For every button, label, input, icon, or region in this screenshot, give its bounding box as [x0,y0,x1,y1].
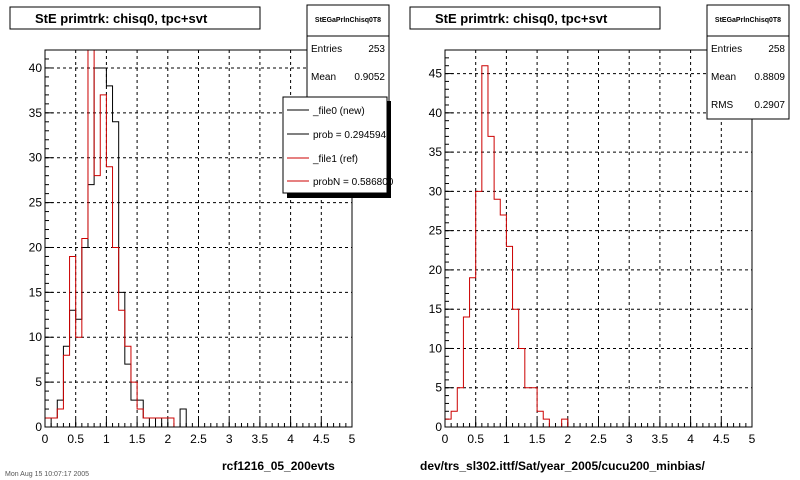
right-xtick-label-0: 0 [442,432,449,446]
right-histogram-panel: 0 0.5 1 1.5 2 2.5 3 3.5 4 4.5 5051015202530354045 … [409,4,790,473]
left-stats-mean-value: 0.9052 [354,72,385,83]
left-ytick-label-3: 15 [29,285,43,299]
left-xtick-label-10: 5 [349,432,356,446]
left-xtick-label-1: 0.5 [67,432,84,446]
left-title: StE primtrk: chisq0, tpc+svt [35,11,208,26]
right-title: StE primtrk: chisq0, tpc+svt [435,11,608,26]
right-xtick-label-3: 1.5 [529,432,546,446]
right-frame [444,49,753,428]
left-stats-mean-label: Mean [311,72,336,83]
right-ytick-label-2: 10 [429,341,443,355]
left-ytick-label-4: 20 [29,240,43,254]
right-stats-mean-label: Mean [711,72,736,83]
right-xtick-label-1: 0.5 [467,432,484,446]
legend-entry-probn: probN = 0.586800 [313,177,394,188]
left-ytick-label-8: 40 [29,61,43,75]
right-xtick-label-2: 1 [503,432,510,446]
left-xtick-label-3: 1.5 [129,432,146,446]
right-ytick-label-8: 40 [429,106,443,120]
left-xtick-label-0: 0 [42,432,49,446]
left-xtick-label-4: 2 [164,432,171,446]
left-plot-area: 0 0.5 1 1.5 2 2.5 3 3.5 4 4.5 5 0 5 10 15 20 25 30 35 40 [29,49,356,446]
left-xtick-label-5: 2.5 [190,432,207,446]
left-stats-entries-label: Entries [311,44,342,55]
right-stats-box [706,4,790,120]
left-stats-name: StEGaPrlnChisq0T8 [315,17,381,24]
right-stats-entries-value: 258 [768,44,785,55]
left-xtick-label-8: 4 [287,432,294,446]
right-ytick-label-5: 25 [429,224,443,238]
right-ytick-label-0: 0 [435,420,442,434]
right-ytick-label-1: 5 [435,381,442,395]
right-xtick-label-4: 2 [564,432,571,446]
right-ytick-label-3: 15 [429,302,443,316]
right-ytick-label-7: 35 [429,145,443,159]
right-xtick-label-8: 4 [687,432,694,446]
left-xtick-label-6: 3 [226,432,233,446]
left-timestamp: Mon Aug 15 10:07:17 2005 [5,471,89,478]
left-xtick-label-2: 1 [103,432,110,446]
left-ytick-label-6: 30 [29,151,43,165]
right-title-box [409,6,661,30]
right-xtick-label-9: 4.5 [713,432,730,446]
right-xtick-label-7: 3.5 [652,432,669,446]
left-ytick-label-0: 0 [35,420,42,434]
right-stats-name: StEGaPrlnChisq0T8 [715,17,781,24]
right-stats-entries-label: Entries [711,44,742,55]
right-plot-area: 0 0.5 1 1.5 2 2.5 3 3.5 4 4.5 5 0 5 10 15 20 25 30 35 40 45 [429,49,756,446]
left-stats-entries-value: 253 [368,44,385,55]
left-legend-box [282,96,388,194]
right-xtick-label-10: 5 [749,432,756,446]
right-footer-label: dev/trs_sl302.ittf/Sat/year_2005/cucu200… [420,459,705,473]
left-ytick-label-5: 25 [29,196,43,210]
right-ytick-label-6: 30 [429,184,443,198]
right-xtick-label-6: 3 [626,432,633,446]
left-legend: _file0 (new) prob = 0.294594 _file1 (ref… [287,106,394,188]
legend-entry-new: _file0 (new) [312,106,365,117]
right-xtick-label-5: 2.5 [590,432,607,446]
right-stats-rms-value: 0.2907 [754,100,785,111]
left-ytick-label-1: 5 [35,375,42,389]
right-stats-rms-label: RMS [711,100,734,111]
left-xtick-label-7: 3.5 [252,432,269,446]
left-footer-label: rcf1216_05_200evts [222,459,335,473]
right-ytick-label-9: 45 [429,67,443,81]
left-ytick-label-2: 10 [29,330,43,344]
legend-entry-ref: _file1 (ref) [312,154,358,165]
left-frame [44,49,353,428]
legend-entry-prob: prob = 0.294594 [313,130,387,141]
right-stats-mean-value: 0.8809 [754,72,785,83]
left-histogram-panel: 0 0.5 1 1.5 2 2.5 3 3.5 4 4.5 5 0 5 10 15 20 25 30 35 40 St… [5,4,394,478]
left-title-box [9,6,261,30]
left-ytick-label-7: 35 [29,106,43,120]
right-ytick-label-4: 20 [429,263,443,277]
left-xtick-label-9: 4.5 [313,432,330,446]
